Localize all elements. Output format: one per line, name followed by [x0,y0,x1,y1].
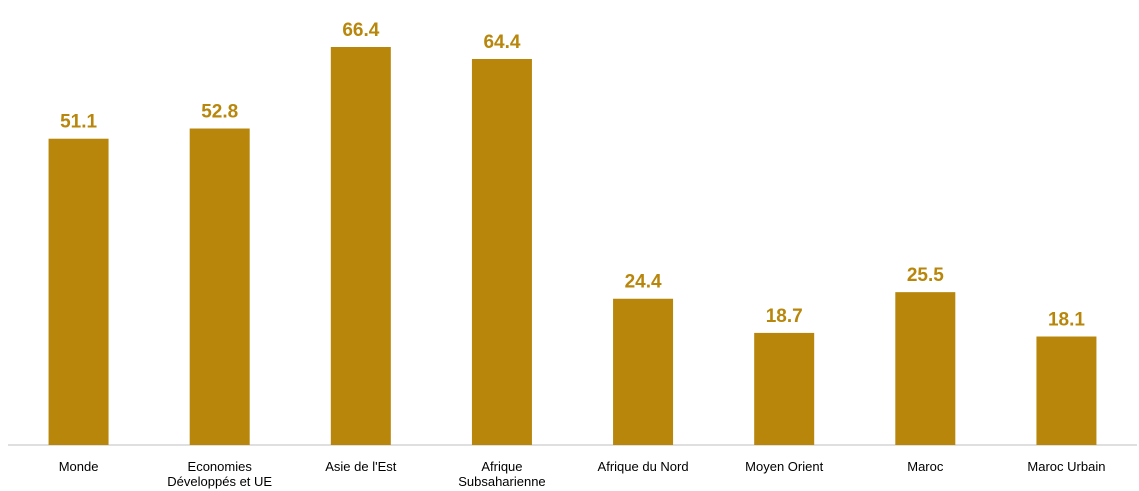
bar [895,292,956,445]
value-label: 64.4 [483,32,520,53]
x-tick-label: Maroc Urbain [1027,459,1106,474]
value-label: 25.5 [907,265,944,286]
value-label: 52.8 [201,102,238,123]
x-tick-label: Afrique du Nord [597,459,689,474]
bar [754,332,815,445]
x-tick-label: Maroc [907,459,944,474]
bar [1036,336,1097,445]
value-label: 51.1 [60,112,97,133]
value-label: 18.1 [1048,310,1085,331]
x-tick-label: Moyen Orient [745,459,824,474]
x-tick-label: Asie de l'Est [325,459,397,474]
bar [330,47,391,445]
value-label: 66.4 [342,20,379,41]
x-tick-label: Monde [58,459,99,474]
bar [48,138,109,445]
value-label: 18.7 [766,306,803,327]
value-label: 24.4 [625,272,662,293]
x-tick-label: Economies Développés et UE [167,459,273,489]
bar [189,128,250,445]
x-tick-label: Afrique Subsaharienne [458,459,546,489]
bar [471,58,532,446]
bar [613,298,674,445]
